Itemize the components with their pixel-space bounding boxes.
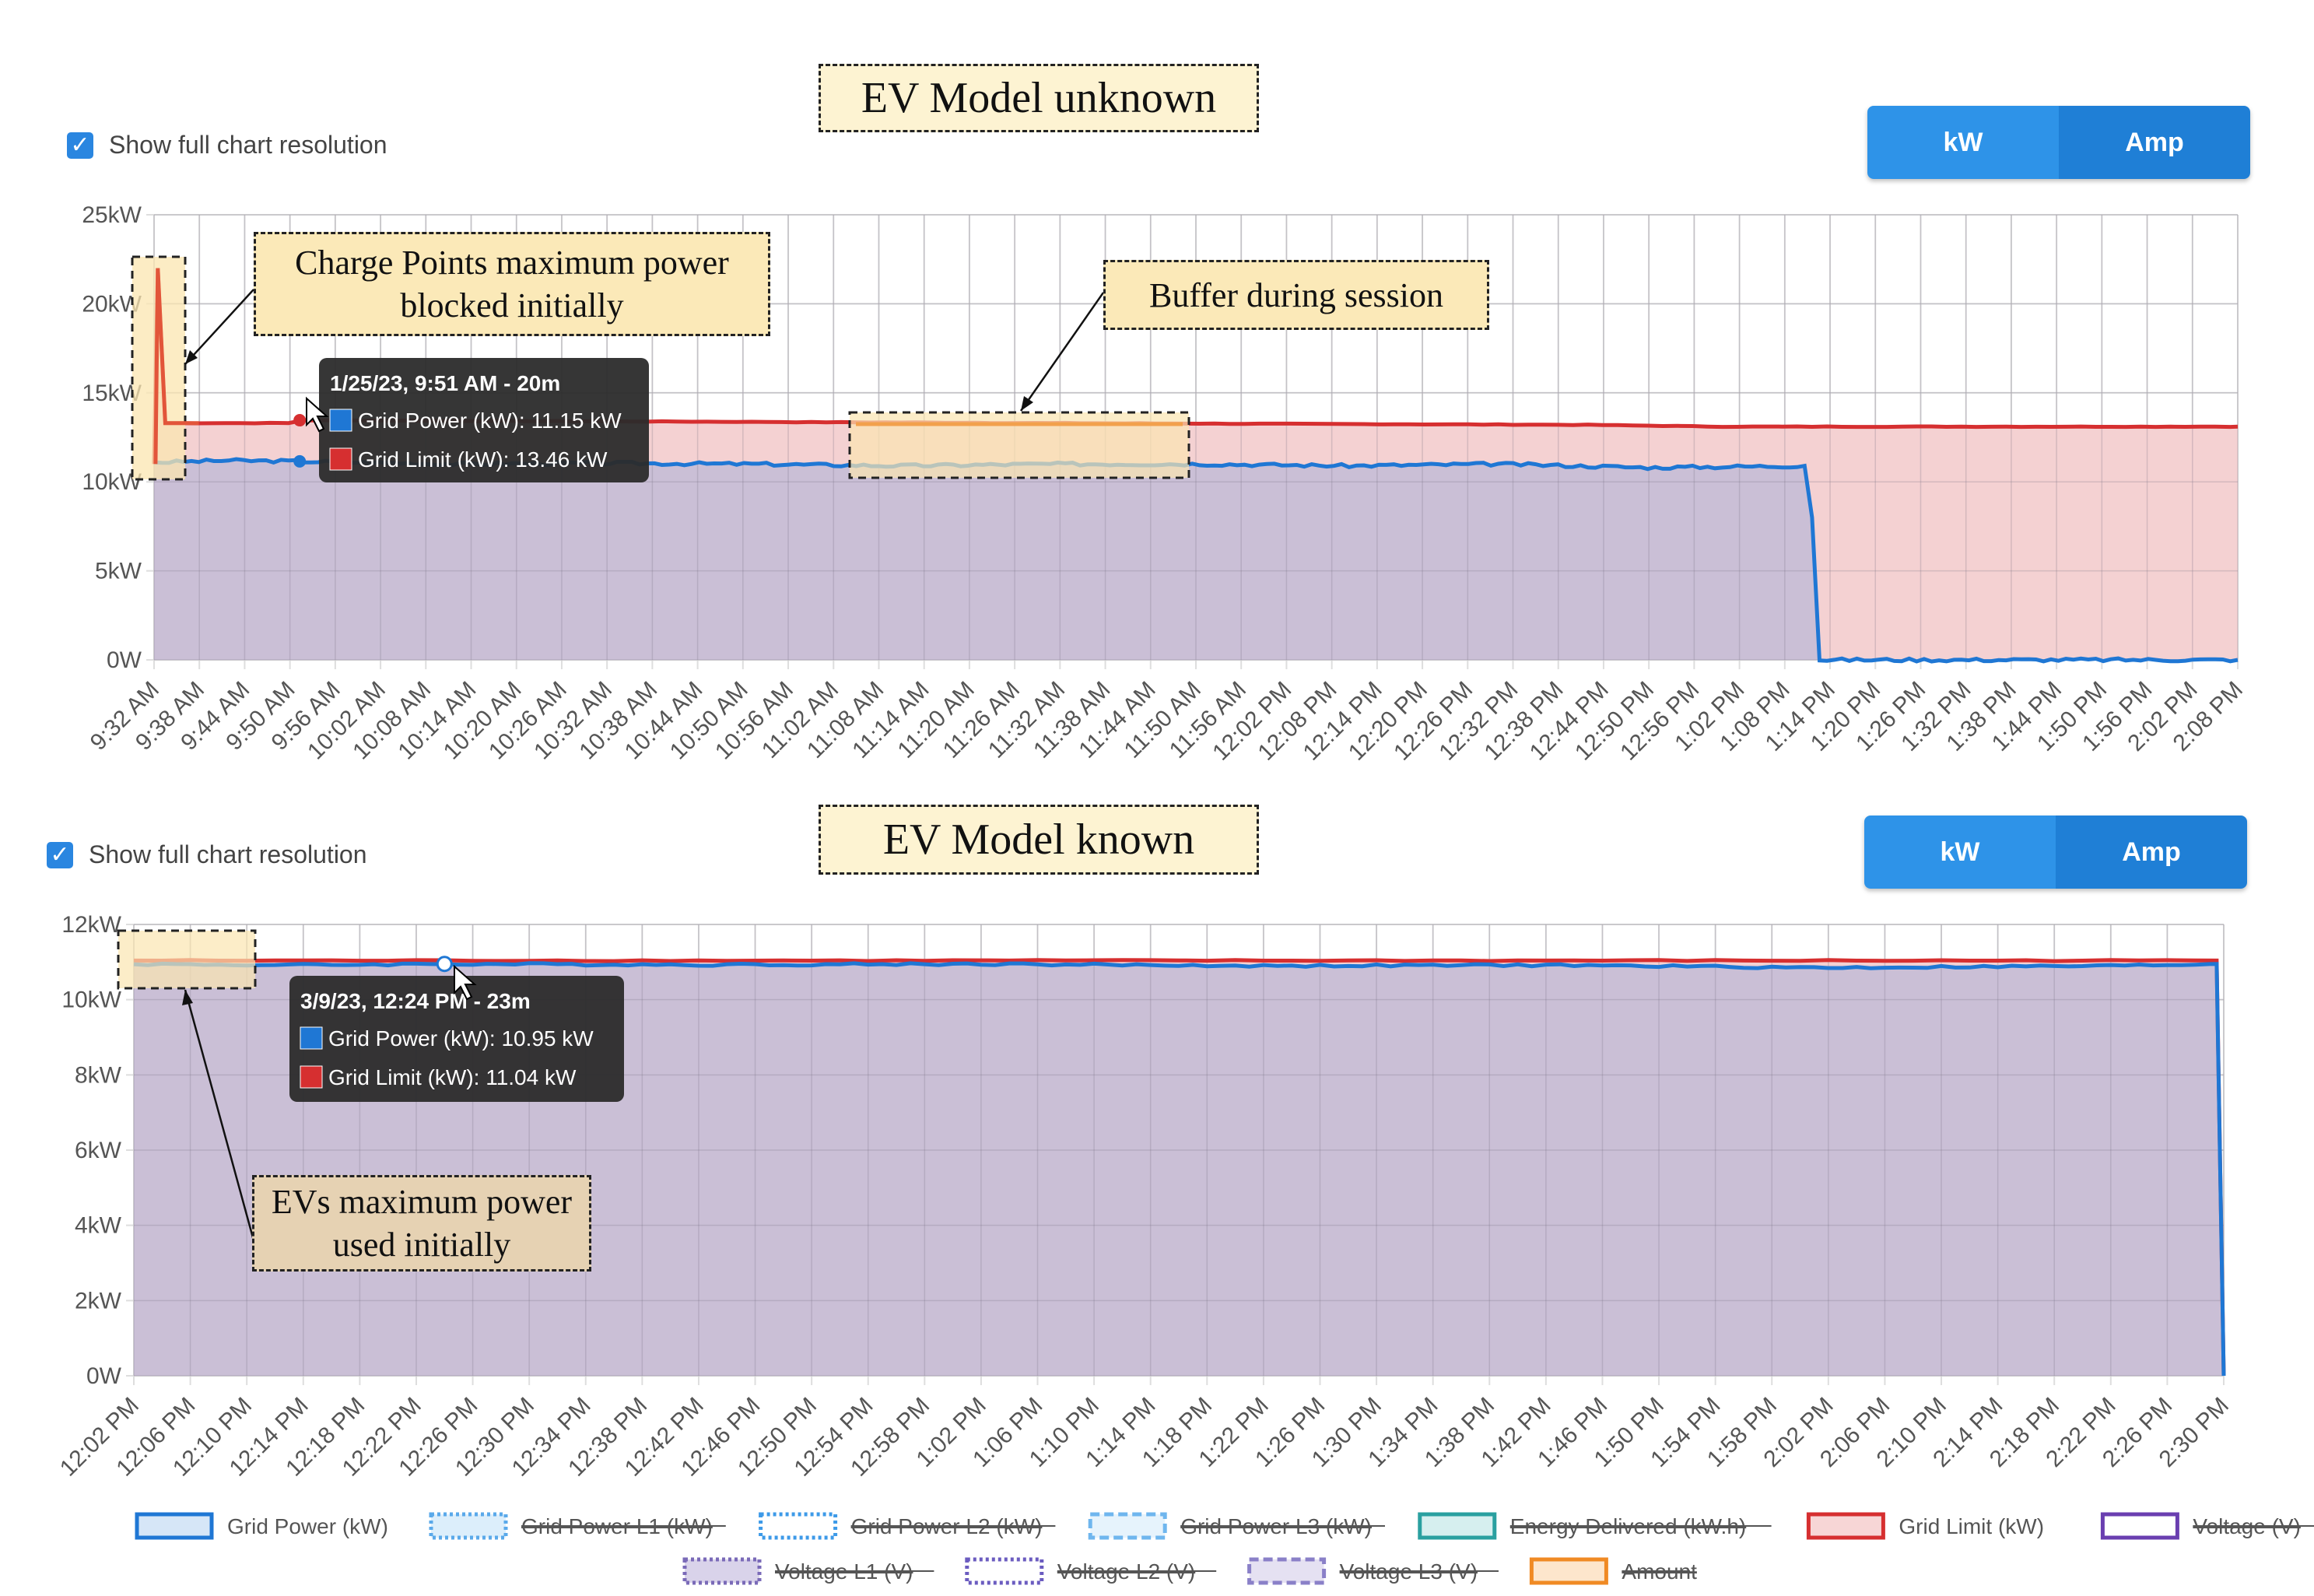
legend-swatch[interactable]	[965, 1557, 1044, 1585]
legend-swatch[interactable]	[1418, 1512, 1497, 1540]
tooltip-row: Grid Power (kW): 11.15 kW	[358, 409, 622, 433]
legend-swatch[interactable]	[1088, 1512, 1167, 1540]
annotation-arrow	[1019, 292, 1105, 412]
legend-items: Grid Power (kW) Grid Power L1 (kW) Grid Po…	[135, 1512, 2314, 1585]
legend-label[interactable]: Grid Power (kW)	[227, 1514, 388, 1538]
tooltip-box	[289, 976, 624, 1102]
unit-toggle: kW Amp	[1864, 816, 2247, 889]
hover-marker-power	[293, 454, 307, 468]
tooltip-row: Grid Limit (kW): 11.04 kW	[328, 1065, 577, 1089]
unit-toggle: kW Amp	[1867, 106, 2250, 179]
kw-button[interactable]: kW	[1867, 106, 2059, 179]
annotation-arrow	[184, 989, 255, 1241]
legend-swatch[interactable]	[2100, 1512, 2179, 1540]
amp-button[interactable]: Amp	[2059, 106, 2250, 179]
legend-label[interactable]: Grid Limit (kW)	[1899, 1514, 2044, 1538]
tooltip-swatch	[300, 1026, 323, 1050]
power-chart: 9:32 AM9:38 AM9:44 AM9:50 AM9:56 AM10:02…	[82, 202, 2248, 766]
annotation-arrow	[184, 289, 254, 365]
tooltip-swatch	[300, 1065, 323, 1089]
full-resolution-toggle[interactable]: ✓ Show full chart resolution	[67, 131, 387, 160]
hover-marker-limit	[293, 414, 307, 427]
callout-buffer: Buffer during session	[1103, 260, 1489, 330]
tooltip-swatch	[329, 447, 352, 471]
grid-power-line	[133, 961, 2226, 1377]
tooltip-row: Grid Power (kW): 10.95 kW	[328, 1026, 594, 1051]
start-highlight-border	[117, 929, 257, 990]
callout-charge-point-max: Charge Points maximum power blocked init…	[254, 232, 770, 336]
checkbox-label: Show full chart resolution	[89, 840, 367, 868]
tooltip-box	[319, 358, 649, 482]
legend-swatch[interactable]	[1247, 1557, 1327, 1585]
start-highlight	[118, 931, 255, 988]
callout-ev-max: EVs maximum power used initially	[252, 1175, 591, 1272]
grid-power-area	[154, 459, 2238, 662]
y-tick-label: 5kW	[95, 559, 142, 584]
arrow-head	[1021, 396, 1033, 411]
y-tick-label: 0W	[86, 1363, 122, 1389]
y-tick-label: 0W	[107, 647, 142, 673]
panel-banner: EV Model unknown	[819, 64, 1259, 132]
arrow-head	[185, 350, 198, 364]
y-tick-label: 10kW	[61, 987, 121, 1013]
checkbox-label: Show full chart resolution	[109, 131, 387, 159]
y-tick-label: 6kW	[75, 1138, 122, 1163]
legend-swatch[interactable]	[429, 1512, 508, 1540]
arrow-head	[182, 990, 193, 1005]
buffer-highlight-border	[848, 411, 1190, 479]
y-tick-label: 4kW	[75, 1213, 122, 1239]
checkbox-checked-icon[interactable]: ✓	[67, 132, 93, 159]
checkbox-checked-icon[interactable]: ✓	[47, 841, 73, 868]
legend-swatch[interactable]	[1806, 1512, 1885, 1540]
panel-banner: EV Model known	[819, 805, 1259, 875]
legend-swatch[interactable]	[135, 1512, 214, 1540]
tooltip-title: 1/25/23, 9:51 AM - 20m	[330, 371, 560, 395]
tooltip-swatch	[329, 409, 352, 432]
chart-panel-unknown: EV Model unknown ✓ Show full chart resol…	[0, 0, 2314, 786]
y-tick-label: 25kW	[82, 202, 142, 228]
amp-button[interactable]: Amp	[2056, 816, 2247, 889]
tooltip-row: Grid Limit (kW): 13.46 kW	[358, 447, 608, 472]
full-resolution-toggle[interactable]: ✓ Show full chart resolution	[47, 840, 367, 869]
hover-marker-power	[436, 956, 453, 973]
grid-power-area	[134, 963, 2224, 1376]
limit-spike-line	[153, 268, 199, 465]
cursor-icon	[306, 396, 329, 433]
chart-legend: Grid Power (kW) Grid Power L1 (kW) Grid Po…	[0, 1502, 2314, 1592]
legend-swatch[interactable]	[759, 1512, 838, 1540]
tooltip-title: 3/9/23, 12:24 PM - 23m	[300, 989, 531, 1013]
start-highlight-border	[131, 255, 187, 481]
y-tick-label: 2kW	[75, 1288, 122, 1314]
y-tick-label: 12kW	[61, 912, 121, 938]
chart-panel-known: EV Model known ✓ Show full chart resolut…	[0, 786, 2314, 1592]
grid-limit-line	[133, 958, 2226, 1377]
y-tick-label: 8kW	[75, 1062, 122, 1088]
legend-swatch[interactable]	[1529, 1557, 1608, 1585]
legend-swatch[interactable]	[682, 1557, 762, 1585]
cursor-icon	[454, 964, 477, 1001]
kw-button[interactable]: kW	[1864, 816, 2056, 889]
